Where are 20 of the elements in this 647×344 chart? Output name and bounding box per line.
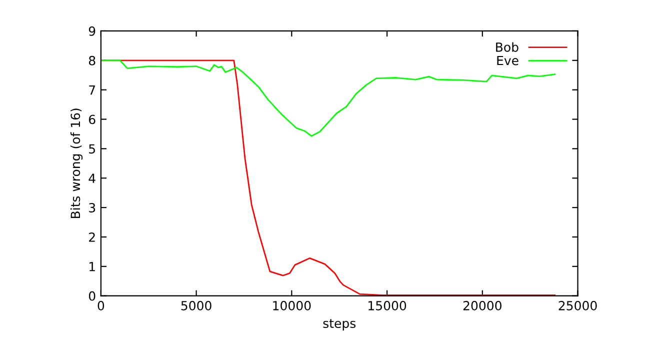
- x-tick-label: 5000: [181, 300, 212, 310]
- x-axis-title: steps: [323, 319, 356, 330]
- y-tick-label: 2: [89, 232, 95, 242]
- y-tick-label: 9: [88, 26, 96, 36]
- y-tick-label: 6: [88, 114, 96, 124]
- x-tick-label: 10000: [273, 300, 311, 310]
- y-tick-label: 5: [89, 144, 95, 154]
- x-tick-label: 25000: [558, 300, 597, 310]
- y-tick-label: 0: [88, 291, 96, 301]
- x-tick-label: 20000: [463, 300, 502, 310]
- legend-label: Bob: [496, 42, 518, 52]
- y-tick-label: 4: [88, 174, 96, 183]
- x-tick-label: 15000: [368, 300, 406, 310]
- y-tick-label: 7: [89, 85, 96, 95]
- legend-label: Eve: [497, 56, 518, 66]
- y-axis-title: Bits wrong (of 16): [70, 108, 83, 218]
- y-tick-label: 1: [89, 262, 95, 272]
- x-tick-label: 0: [98, 300, 104, 310]
- y-tick-label: 8: [88, 56, 96, 66]
- y-tick-label: 3: [89, 203, 96, 212]
